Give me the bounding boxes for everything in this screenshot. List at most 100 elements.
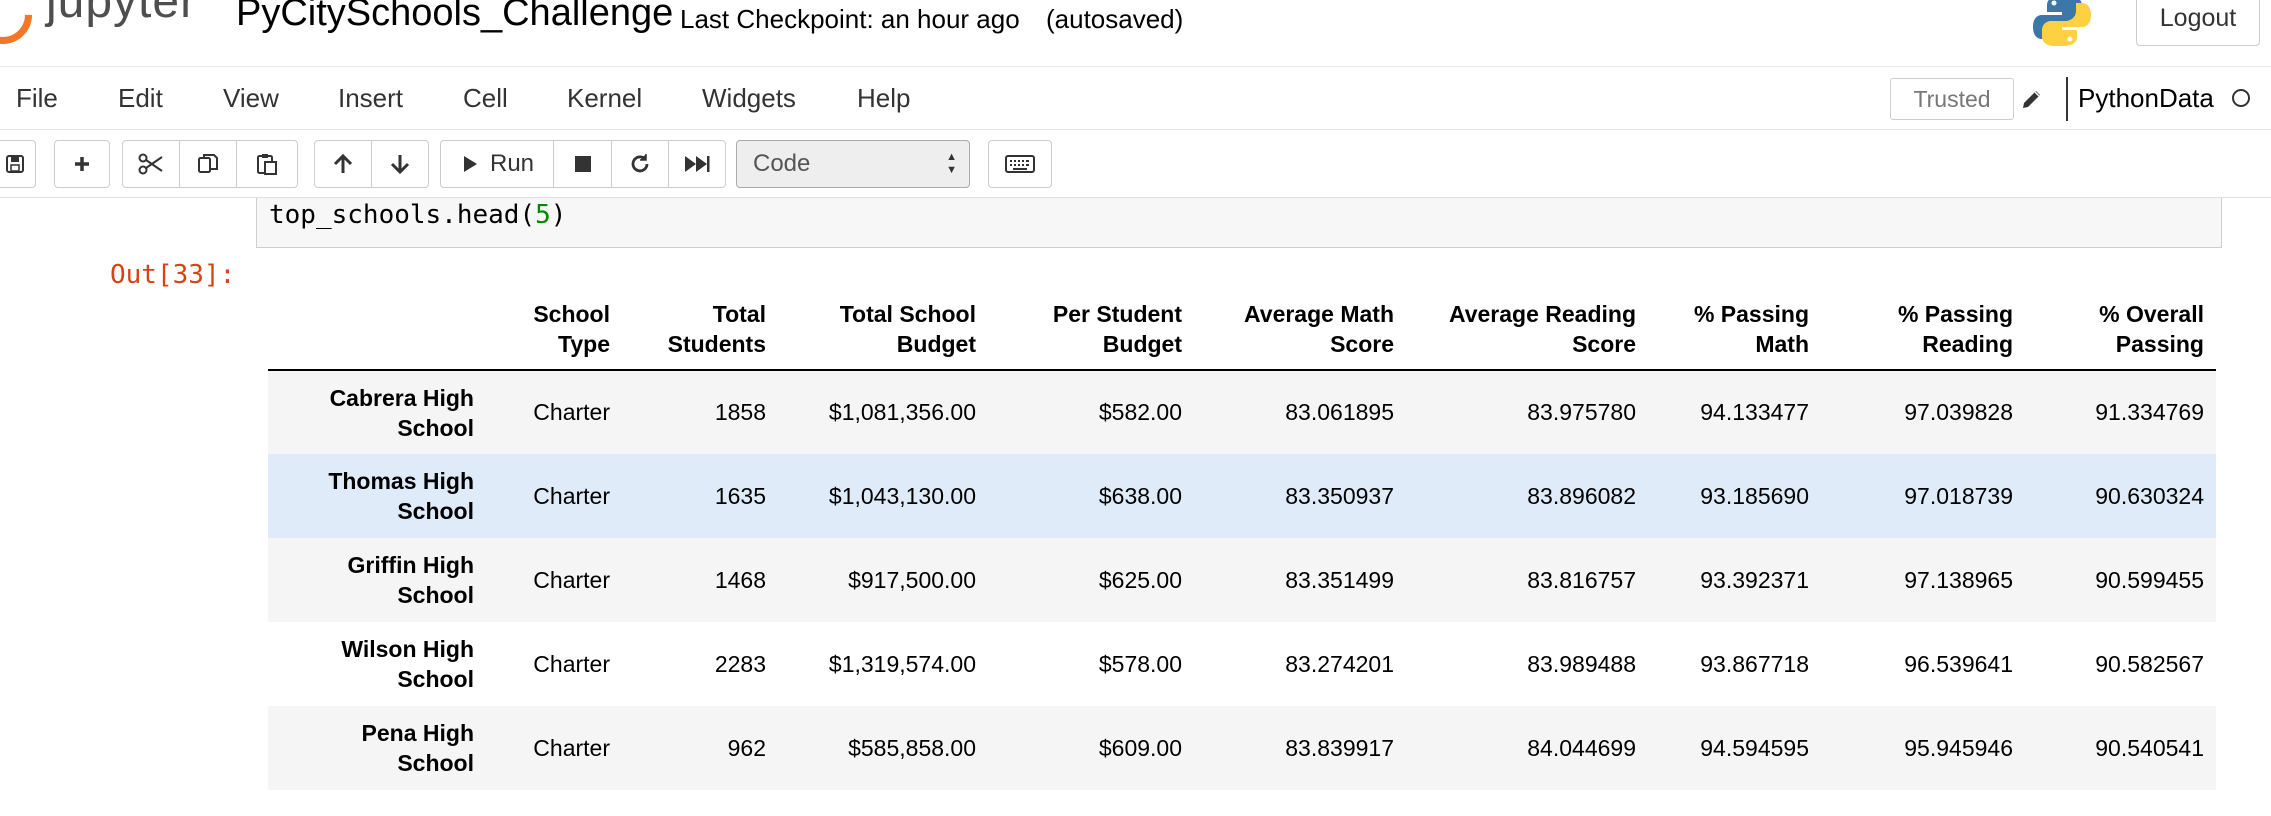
table-cell: $1,319,574.00 bbox=[828, 650, 976, 677]
table-row: Griffin High School Charter 1468 $917,500… bbox=[268, 538, 2216, 622]
cut-button[interactable] bbox=[122, 140, 180, 188]
table-cell: 90.582567 bbox=[2095, 650, 2204, 677]
restart-button[interactable] bbox=[611, 140, 669, 188]
output-prompt: Out[33]: bbox=[110, 260, 236, 290]
table-cell: 93.392371 bbox=[1700, 566, 1809, 593]
row-index: Griffin High School bbox=[347, 552, 474, 608]
code-cell-input[interactable]: top_schools.head(5) bbox=[256, 198, 2222, 248]
logout-button[interactable]: Logout bbox=[2136, 0, 2260, 46]
save-button[interactable] bbox=[0, 140, 36, 188]
table-cell: 91.334769 bbox=[2095, 399, 2204, 425]
stop-icon bbox=[574, 156, 591, 172]
table-cell: $1,043,130.00 bbox=[828, 482, 976, 509]
table-cell: $582.00 bbox=[1098, 399, 1182, 425]
kernel-name[interactable]: PythonData bbox=[2078, 83, 2214, 113]
column-header: % Overall Passing bbox=[2025, 298, 2216, 371]
row-index: Pena High School bbox=[361, 720, 474, 776]
paste-button[interactable] bbox=[236, 140, 298, 188]
table-cell: Charter bbox=[533, 482, 610, 509]
restart-icon bbox=[631, 154, 649, 173]
table-cell: 90.540541 bbox=[2095, 734, 2204, 761]
table-row: Thomas High School Charter 1635 $1,043,13… bbox=[268, 454, 2216, 538]
copy-button[interactable] bbox=[179, 140, 237, 188]
jupyter-logo-icon bbox=[0, 0, 45, 57]
table-cell: Charter bbox=[533, 734, 610, 761]
table-cell: 96.539641 bbox=[1904, 650, 2013, 677]
command-palette-button[interactable] bbox=[988, 140, 1052, 188]
row-index: Cabrera High School bbox=[329, 384, 474, 441]
add-cell-button[interactable] bbox=[54, 140, 110, 188]
column-header: % Passing Reading bbox=[1821, 298, 2025, 371]
table-row: Cabrera High School Charter 1858 $1,081,3… bbox=[268, 370, 2216, 454]
menu-kernel[interactable]: Kernel bbox=[567, 83, 643, 113]
table-cell: Charter bbox=[533, 650, 610, 677]
table-cell: 90.630324 bbox=[2095, 482, 2204, 509]
column-header: % Passing Math bbox=[1648, 298, 1821, 371]
column-header: Average Math Score bbox=[1194, 298, 1406, 371]
menu-help[interactable]: Help bbox=[857, 83, 911, 113]
select-arrows-icon: ▲ ▼ bbox=[946, 151, 957, 176]
table-cell: 962 bbox=[727, 734, 766, 761]
restart-run-all-button[interactable] bbox=[668, 140, 726, 188]
table-cell: Charter bbox=[533, 399, 610, 425]
table-cell: 1635 bbox=[714, 482, 766, 509]
fast-forward-icon bbox=[685, 156, 710, 172]
table-cell: 94.594595 bbox=[1700, 734, 1809, 761]
table-cell: $1,081,356.00 bbox=[828, 399, 976, 425]
table-cell: $578.00 bbox=[1098, 650, 1182, 677]
pencil-icon[interactable] bbox=[2014, 81, 2050, 117]
table-cell: 83.839917 bbox=[1285, 734, 1394, 761]
notebook-toolbar: Run Code ▲ ▼ bbox=[0, 130, 2271, 198]
table-cell: 94.133477 bbox=[1700, 399, 1809, 425]
run-label: Run bbox=[489, 150, 535, 177]
notebook-header: jupyter PyCitySchools_Challenge Last Che… bbox=[0, 0, 2271, 66]
paste-icon bbox=[257, 154, 277, 175]
menu-view[interactable]: View bbox=[223, 83, 279, 113]
autosave-status: (autosaved) bbox=[1046, 4, 1184, 34]
table-cell: 2283 bbox=[714, 650, 766, 677]
cell-type-value: Code bbox=[753, 150, 811, 177]
kernel-separator bbox=[2066, 77, 2068, 121]
menu-bar: File Edit View Insert Cell Kernel Widget… bbox=[0, 66, 2271, 130]
arrow-up-icon bbox=[333, 153, 353, 173]
table-cell: Charter bbox=[533, 566, 610, 593]
table-row: Pena High School Charter 962 $585,858.00 … bbox=[268, 706, 2216, 790]
table-cell: 83.896082 bbox=[1527, 482, 1636, 509]
table-cell: $638.00 bbox=[1098, 482, 1182, 509]
cell-type-select[interactable]: Code ▲ ▼ bbox=[736, 140, 970, 188]
column-header: Average Reading Score bbox=[1406, 298, 1648, 371]
column-header: Per Student Budget bbox=[988, 298, 1194, 371]
menu-insert[interactable]: Insert bbox=[338, 83, 404, 113]
code-line: top_schools.head(5) bbox=[269, 200, 567, 230]
table-cell: 1468 bbox=[714, 566, 766, 593]
menu-widgets[interactable]: Widgets bbox=[702, 83, 796, 113]
move-up-button[interactable] bbox=[314, 140, 372, 188]
interrupt-button[interactable] bbox=[553, 140, 612, 188]
menu-file[interactable]: File bbox=[16, 83, 58, 113]
move-down-button[interactable] bbox=[371, 140, 429, 188]
table-cell: 97.039828 bbox=[1904, 399, 2013, 425]
column-header: Total Students bbox=[622, 298, 778, 371]
play-icon bbox=[463, 156, 477, 172]
column-header: Total School Budget bbox=[778, 298, 988, 371]
python-logo-icon bbox=[2033, 0, 2091, 46]
scissors-icon bbox=[138, 153, 163, 175]
column-header: School Type bbox=[486, 298, 622, 371]
jupyter-logo-text: jupyter bbox=[46, 0, 198, 28]
table-cell: $609.00 bbox=[1098, 734, 1182, 761]
trusted-indicator[interactable]: Trusted bbox=[1890, 78, 2014, 120]
table-row: Wilson High School Charter 2283 $1,319,57… bbox=[268, 622, 2216, 706]
notebook-title[interactable]: PyCitySchools_Challenge bbox=[236, 0, 674, 34]
plus-icon bbox=[75, 157, 89, 171]
table-cell: $625.00 bbox=[1098, 566, 1182, 593]
checkpoint-status: Last Checkpoint: an hour ago bbox=[680, 4, 1020, 34]
table-cell: $917,500.00 bbox=[848, 566, 976, 593]
menu-cell[interactable]: Cell bbox=[463, 83, 508, 113]
notebook-container: top_schools.head(5) Out[33]: School Type … bbox=[0, 198, 2271, 816]
table-cell: 83.351499 bbox=[1285, 566, 1394, 593]
table-cell: 83.274201 bbox=[1285, 650, 1394, 677]
run-button[interactable]: Run bbox=[440, 140, 554, 188]
dataframe-table: School Type Total Students Total School Bud… bbox=[268, 298, 2216, 790]
table-cell: 93.185690 bbox=[1700, 482, 1809, 509]
menu-edit[interactable]: Edit bbox=[118, 83, 163, 113]
